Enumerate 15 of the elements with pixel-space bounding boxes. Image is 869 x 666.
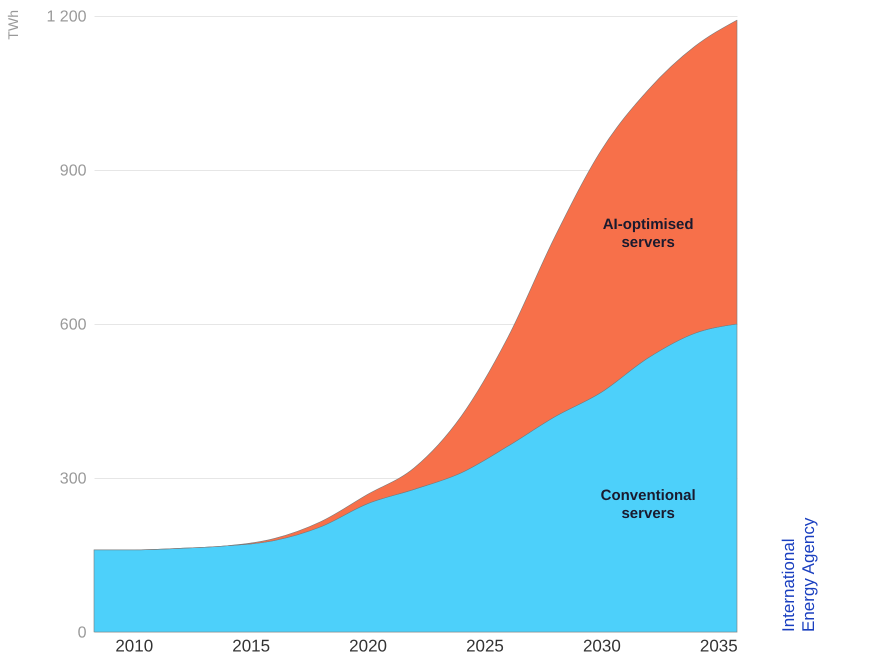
series-label: Conventional servers — [600, 486, 696, 522]
y-axis-title: TWh — [5, 10, 21, 40]
series-label: AI-optimised servers — [602, 216, 694, 251]
x-tick-label: 2015 — [232, 636, 270, 656]
y-tick-label: 1 200 — [46, 8, 87, 26]
text: International Energy Agency — [779, 517, 818, 632]
x-tick-label: 2010 — [115, 636, 154, 656]
x-tick-label: 2035 — [700, 636, 738, 656]
y-tick-label: 0 — [78, 624, 87, 642]
y-tick-label: 600 — [60, 316, 87, 334]
y-tick-label: 300 — [60, 470, 87, 488]
x-tick-label: 2025 — [466, 636, 504, 656]
x-tick-label: 2030 — [582, 636, 621, 656]
x-tick-label: 2020 — [349, 636, 387, 656]
y-tick-label: 900 — [60, 162, 87, 180]
